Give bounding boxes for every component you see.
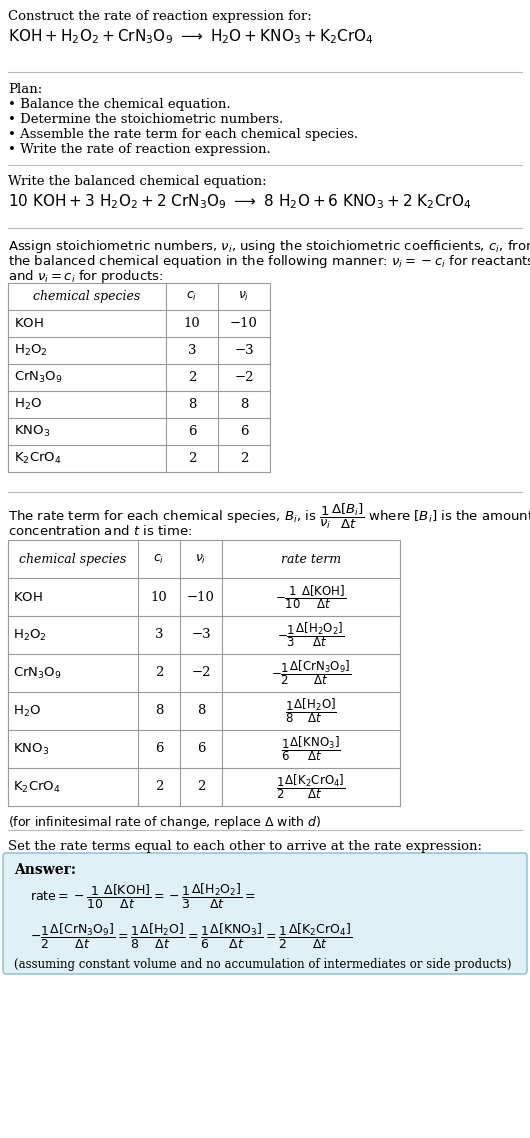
Text: 8: 8 (197, 704, 205, 717)
Text: Write the balanced chemical equation:: Write the balanced chemical equation: (8, 175, 267, 188)
Bar (8, 283, 270, 472)
Text: 8: 8 (240, 398, 248, 411)
Text: $\mathregular{KOH}$: $\mathregular{KOH}$ (13, 591, 43, 603)
Text: $\mathregular{10\ KOH + 3\ H_2O_2 + 2\ CrN_3O_9 \ {\longrightarrow} \ 8\ H_2O + : $\mathregular{10\ KOH + 3\ H_2O_2 + 2\ C… (8, 192, 471, 211)
Text: 2: 2 (188, 371, 196, 384)
Text: 2: 2 (240, 452, 248, 465)
Text: $\mathregular{KOH + H_2O_2 + CrN_3O_9 \ {\longrightarrow} \ H_2O + KNO_3 + K_2Cr: $\mathregular{KOH + H_2O_2 + CrN_3O_9 \ … (8, 27, 374, 46)
Text: 8: 8 (155, 704, 163, 717)
Text: rate term: rate term (281, 553, 341, 566)
Text: Plan:: Plan: (8, 83, 42, 96)
Text: $\dfrac{1}{8}\dfrac{\Delta[\mathrm{H_2O}]}{\Delta t}$: $\dfrac{1}{8}\dfrac{\Delta[\mathrm{H_2O}… (285, 696, 337, 725)
Text: $\nu_i$: $\nu_i$ (238, 290, 250, 303)
Text: $\mathregular{H_2O}$: $\mathregular{H_2O}$ (14, 397, 42, 412)
Text: 2: 2 (155, 781, 163, 793)
Text: 6: 6 (197, 742, 205, 756)
Text: Set the rate terms equal to each other to arrive at the rate expression:: Set the rate terms equal to each other t… (8, 840, 482, 854)
Text: $\mathregular{K_2CrO_4}$: $\mathregular{K_2CrO_4}$ (13, 780, 60, 794)
Text: $\mathregular{KNO_3}$: $\mathregular{KNO_3}$ (13, 742, 49, 757)
Text: $\mathregular{K_2CrO_4}$: $\mathregular{K_2CrO_4}$ (14, 451, 61, 467)
Text: 2: 2 (188, 452, 196, 465)
Text: −3: −3 (191, 628, 211, 642)
Text: 6: 6 (188, 424, 196, 438)
Text: Assign stoichiometric numbers, $\nu_i$, using the stoichiometric coefficients, $: Assign stoichiometric numbers, $\nu_i$, … (8, 238, 530, 255)
Text: concentration and $t$ is time:: concentration and $t$ is time: (8, 523, 192, 538)
Text: $\mathregular{H_2O_2}$: $\mathregular{H_2O_2}$ (13, 627, 47, 643)
FancyBboxPatch shape (3, 854, 527, 974)
Text: $\mathregular{H_2O}$: $\mathregular{H_2O}$ (13, 703, 41, 718)
Text: $\mathregular{KNO_3}$: $\mathregular{KNO_3}$ (14, 424, 50, 439)
Text: $\mathregular{H_2O_2}$: $\mathregular{H_2O_2}$ (14, 343, 48, 358)
Text: $-\dfrac{1}{3}\dfrac{\Delta[\mathrm{H_2O_2}]}{\Delta t}$: $-\dfrac{1}{3}\dfrac{\Delta[\mathrm{H_2O… (277, 620, 344, 650)
Text: $\mathregular{CrN_3O_9}$: $\mathregular{CrN_3O_9}$ (13, 666, 62, 681)
Text: the balanced chemical equation in the following manner: $\nu_i = -c_i$ for react: the balanced chemical equation in the fo… (8, 253, 530, 270)
Text: (for infinitesimal rate of change, replace $\Delta$ with $d$): (for infinitesimal rate of change, repla… (8, 814, 321, 831)
Text: The rate term for each chemical species, $B_i$, is $\dfrac{1}{\nu_i}\dfrac{\Delt: The rate term for each chemical species,… (8, 502, 530, 531)
Text: • Determine the stoichiometric numbers.: • Determine the stoichiometric numbers. (8, 113, 283, 126)
Text: chemical species: chemical species (20, 553, 127, 566)
Text: • Write the rate of reaction expression.: • Write the rate of reaction expression. (8, 143, 271, 156)
Text: 3: 3 (188, 344, 196, 357)
Text: 2: 2 (155, 667, 163, 679)
Text: Answer:: Answer: (14, 863, 76, 877)
Text: $\mathrm{rate} = -\dfrac{1}{10}\dfrac{\Delta[\mathrm{KOH}]}{\Delta t} = -\dfrac{: $\mathrm{rate} = -\dfrac{1}{10}\dfrac{\D… (30, 882, 256, 912)
Bar (8, 541, 400, 806)
Text: • Balance the chemical equation.: • Balance the chemical equation. (8, 98, 231, 112)
Text: $\dfrac{1}{6}\dfrac{\Delta[\mathrm{KNO_3}]}{\Delta t}$: $\dfrac{1}{6}\dfrac{\Delta[\mathrm{KNO_3… (281, 735, 341, 764)
Text: $-\dfrac{1}{2}\dfrac{\Delta[\mathrm{CrN_3O_9}]}{\Delta t}$: $-\dfrac{1}{2}\dfrac{\Delta[\mathrm{CrN_… (271, 659, 351, 687)
Text: Construct the rate of reaction expression for:: Construct the rate of reaction expressio… (8, 10, 312, 23)
Text: $c_i$: $c_i$ (153, 552, 165, 566)
Text: 8: 8 (188, 398, 196, 411)
Text: 10: 10 (151, 591, 167, 603)
Text: −3: −3 (234, 344, 254, 357)
Text: 10: 10 (183, 318, 200, 330)
Text: chemical species: chemical species (33, 290, 140, 303)
Text: $c_i$: $c_i$ (187, 290, 198, 303)
Text: and $\nu_i = c_i$ for products:: and $\nu_i = c_i$ for products: (8, 269, 164, 284)
Text: (assuming constant volume and no accumulation of intermediates or side products): (assuming constant volume and no accumul… (14, 958, 511, 971)
Text: 2: 2 (197, 781, 205, 793)
Text: −2: −2 (234, 371, 254, 384)
Text: $-\dfrac{1}{10}\dfrac{\Delta[\mathrm{KOH}]}{\Delta t}$: $-\dfrac{1}{10}\dfrac{\Delta[\mathrm{KOH… (276, 583, 347, 611)
Text: • Assemble the rate term for each chemical species.: • Assemble the rate term for each chemic… (8, 127, 358, 141)
Text: 6: 6 (155, 742, 163, 756)
Text: $\mathregular{CrN_3O_9}$: $\mathregular{CrN_3O_9}$ (14, 370, 63, 385)
Text: $\mathregular{KOH}$: $\mathregular{KOH}$ (14, 318, 44, 330)
Text: −2: −2 (191, 667, 211, 679)
Text: −10: −10 (230, 318, 258, 330)
Text: 3: 3 (155, 628, 163, 642)
Text: $\nu_i$: $\nu_i$ (196, 552, 207, 566)
Text: −10: −10 (187, 591, 215, 603)
Text: 6: 6 (240, 424, 248, 438)
Text: $-\dfrac{1}{2}\dfrac{\Delta[\mathrm{CrN_3O_9}]}{\Delta t} = \dfrac{1}{8}\dfrac{\: $-\dfrac{1}{2}\dfrac{\Delta[\mathrm{CrN_… (30, 922, 352, 951)
Text: $\dfrac{1}{2}\dfrac{\Delta[\mathrm{K_2CrO_4}]}{\Delta t}$: $\dfrac{1}{2}\dfrac{\Delta[\mathrm{K_2Cr… (276, 773, 346, 801)
